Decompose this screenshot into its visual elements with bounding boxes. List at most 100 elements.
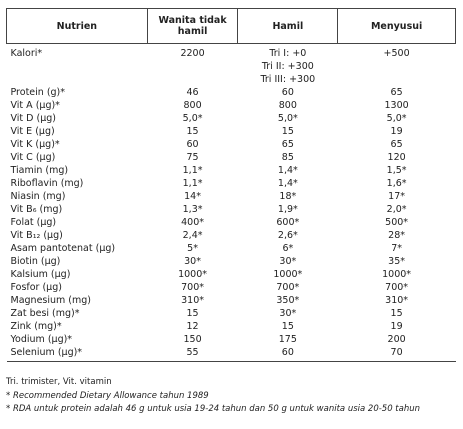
table-cell: 120 bbox=[387, 152, 406, 163]
table-cell: 30* bbox=[279, 256, 297, 267]
table-cell: 1300 bbox=[384, 100, 409, 111]
table-cell: 1,4* bbox=[277, 165, 298, 176]
table-cell: 65 bbox=[281, 139, 294, 150]
column-header: Menyusui bbox=[337, 8, 456, 44]
table-cell: 1000* bbox=[382, 269, 412, 280]
table-cell: 65 bbox=[390, 87, 403, 98]
nutrient-name: Biotin (µg) bbox=[10, 256, 61, 267]
footnote: * Recommended Dietary Allowance tahun 19… bbox=[6, 390, 209, 401]
nutrient-name: Zat besi (mg)* bbox=[10, 308, 80, 319]
table-cell: 30* bbox=[184, 256, 201, 267]
table-cell: 5,0* bbox=[182, 113, 203, 124]
table-cell: 60 bbox=[186, 139, 199, 150]
table-cell: 7* bbox=[391, 243, 402, 254]
cell-line: Tri I: +0 bbox=[269, 48, 307, 59]
table-cell: 15 bbox=[390, 308, 403, 319]
nutrient-name: Vit A (µg)* bbox=[10, 100, 60, 111]
table-cell: 800 bbox=[278, 100, 297, 111]
table-cell: 500* bbox=[385, 217, 409, 228]
table-cell: +500 bbox=[383, 48, 410, 59]
table-row: Kalsium (µg) 1000* 1000* 1000* bbox=[7, 268, 456, 281]
table-cell: 1,4* bbox=[277, 178, 298, 189]
table-cell: 46 bbox=[186, 87, 199, 98]
table-row: Niasin (mg) 14* 18* 17* bbox=[7, 190, 456, 203]
table-cell: 1000* bbox=[273, 269, 303, 280]
footnote: * RDA untuk protein adalah 46 g untuk us… bbox=[6, 404, 421, 414]
table-cell: 1,6* bbox=[386, 178, 407, 189]
nutrient-name: Niasin (mg) bbox=[10, 191, 66, 202]
table-cell: 75 bbox=[186, 152, 199, 163]
table-cell: 1,1* bbox=[182, 178, 203, 189]
nutrient-name: Folat (µg) bbox=[10, 217, 57, 228]
table-row: Biotin (µg) 30* 30* 35* bbox=[7, 255, 456, 268]
table-cell: 28* bbox=[388, 230, 406, 241]
column-header: Wanita tidak hamil bbox=[146, 8, 239, 44]
table-cell: 350* bbox=[276, 295, 300, 306]
table-cell: 15 bbox=[281, 321, 294, 332]
table-cell: 15 bbox=[281, 126, 294, 137]
table-cell: 1000* bbox=[178, 269, 208, 280]
table-cell: 70 bbox=[337, 346, 456, 362]
table-row: Riboflavin (mg) 1,1* 1,4* 1,6* bbox=[7, 177, 456, 190]
table-row: Vit D (µg) 5,0* 5,0* 5,0* bbox=[7, 112, 456, 125]
table-body: Kalori* 2200 Tri I: +0 Tri II: +300 Tri III:… bbox=[6, 44, 456, 362]
table-row: Asam pantotenat (µg) 5* 6* 7* bbox=[7, 242, 456, 255]
table-cell: 14* bbox=[184, 191, 201, 202]
table-cell: 200 bbox=[387, 334, 406, 345]
table-cell: 2200 bbox=[180, 48, 205, 59]
nutrient-name: Zink (mg)* bbox=[10, 321, 62, 332]
table-cell: 55 bbox=[147, 346, 238, 362]
table-cell: 15 bbox=[186, 308, 199, 319]
footnotes: Tri. trimister, Vit. vitamin * Recommend… bbox=[6, 376, 420, 417]
table-row: Vit K (µg)* 60 65 65 bbox=[7, 138, 456, 151]
table-cell: 700* bbox=[276, 282, 300, 293]
table-row: Vit E (µg) 15 15 19 bbox=[7, 125, 456, 138]
table-cell: 600* bbox=[276, 217, 300, 228]
table-cell: 2,0* bbox=[386, 204, 407, 215]
column-header: Nutrien bbox=[6, 8, 148, 44]
table-row: Zat besi (mg)* 15 30* 15 bbox=[7, 307, 456, 320]
table-row: Tiamin (mg) 1,1* 1,4* 1,5* bbox=[7, 164, 456, 177]
table-row: Yodium (µg)* 150 175 200 bbox=[7, 333, 456, 346]
table-row: Protein (g)* 46 60 65 bbox=[7, 86, 456, 99]
nutrient-name: Yodium (µg)* bbox=[10, 334, 73, 345]
table-cell: 60 bbox=[237, 346, 338, 362]
table-row: Fosfor (µg) 700* 700* 700* bbox=[7, 281, 456, 294]
table-cell: 310* bbox=[385, 295, 409, 306]
nutrient-name: Vit B₁₂ (µg) bbox=[10, 230, 63, 241]
table-cell: 35* bbox=[388, 256, 406, 267]
nutrient-name: Vit C (µg) bbox=[10, 152, 56, 163]
table-cell: Tri I: +0 Tri II: +300 Tri III: +300 bbox=[238, 44, 338, 87]
table-cell: 1,9* bbox=[277, 204, 298, 215]
table-cell: 6* bbox=[282, 243, 294, 254]
table-row: Magnesium (mg) 310* 350* 310* bbox=[7, 294, 456, 307]
nutrient-name: Protein (g)* bbox=[10, 87, 66, 98]
table-cell: 700* bbox=[181, 282, 205, 293]
nutrient-name: Selenium (µg)* bbox=[6, 346, 148, 362]
table-cell: 800 bbox=[183, 100, 202, 111]
nutrient-name: Fosfor (µg) bbox=[10, 282, 62, 293]
header-row: Nutrien Wanita tidak hamil Hamil Menyusui bbox=[6, 8, 456, 44]
table-cell: 65 bbox=[390, 139, 403, 150]
nutrient-name: Kalori* bbox=[10, 48, 43, 59]
cell-line: Tri II: +300 bbox=[261, 61, 314, 72]
table-cell: 17* bbox=[388, 191, 406, 202]
nutrient-name: Kalsium (µg) bbox=[10, 269, 71, 280]
table-cell: 18* bbox=[279, 191, 297, 202]
table-cell: 1,3* bbox=[182, 204, 203, 215]
table-cell: 15 bbox=[186, 126, 199, 137]
table-cell: 19 bbox=[390, 321, 403, 332]
table-cell: 1,5* bbox=[386, 165, 407, 176]
nutrient-name: Vit E (µg) bbox=[10, 126, 55, 137]
nutrient-name: Vit B₆ (mg) bbox=[10, 204, 63, 215]
table-cell: 85 bbox=[281, 152, 294, 163]
table-row: Kalori* 2200 Tri I: +0 Tri II: +300 Tri III:… bbox=[7, 44, 456, 87]
table-cell: 5* bbox=[187, 243, 198, 254]
table-row: Vit B₁₂ (µg) 2,4* 2,6* 28* bbox=[7, 229, 456, 242]
table-cell: 310* bbox=[181, 295, 205, 306]
cell-line: Tri III: +300 bbox=[260, 74, 316, 85]
table-cell: 150 bbox=[183, 334, 202, 345]
table-row: Vit A (µg)* 800 800 1300 bbox=[7, 99, 456, 112]
table-cell: 2,6* bbox=[277, 230, 298, 241]
table-cell: 700* bbox=[385, 282, 409, 293]
